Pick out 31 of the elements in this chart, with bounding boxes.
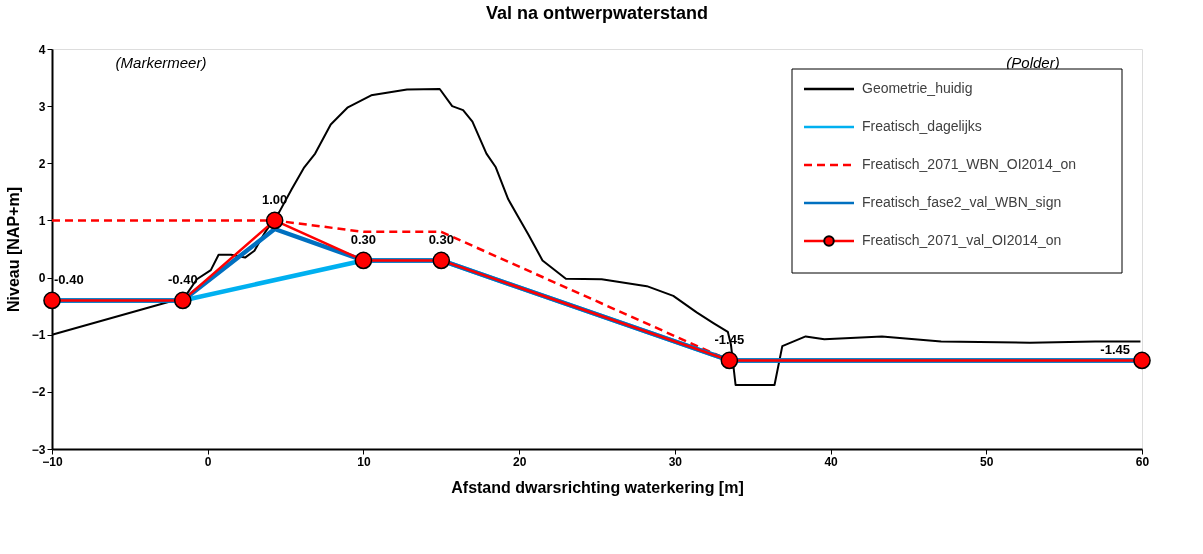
data-label: -0.40 [167,272,198,288]
x-tick-label: 10 [357,454,371,469]
data-label: -1.45 [1100,342,1130,358]
x-tick-label: 20 [512,454,527,469]
y-tick-label: 4 [38,42,46,57]
legend-label: Freatisch_fase2_val_WBN_sign [862,194,1062,210]
annotation: (Markermeer) [115,54,207,71]
x-tick-label: −10 [42,454,63,469]
legend-label: Freatisch_2071_val_OI2014_on [862,232,1062,248]
y-tick-label: −1 [31,328,46,343]
legend-label: Freatisch_dagelijks [862,118,982,134]
y-tick-label: 3 [38,99,46,114]
annotation: (Polder) [1006,54,1060,71]
y-tick-label: 0 [38,271,46,286]
y-tick-label: −2 [31,385,46,400]
chart-title: Val na ontwerpwaterstand [485,3,709,23]
x-tick-label: 50 [980,454,994,469]
data-label: 0.30 [428,232,454,248]
y-axis-title: Niveau [NAP+m] [4,187,22,312]
legend-label: Freatisch_2071_WBN_OI2014_on [862,156,1077,172]
y-tick-label: 1 [38,213,46,228]
data-label: -0.40 [54,272,84,288]
y-tick-label: −3 [31,442,46,457]
y-tick-label: 2 [38,156,46,171]
x-tick-label: 0 [204,454,212,469]
x-axis-title: Afstand dwarsrichting waterkering [m] [451,478,744,496]
x-tick-label: 40 [824,454,839,469]
x-tick-label: 30 [668,454,683,469]
legend-label: Geometrie_huidig [862,80,973,96]
x-tick-label: 60 [1135,454,1150,469]
data-label: 0.30 [350,232,377,248]
